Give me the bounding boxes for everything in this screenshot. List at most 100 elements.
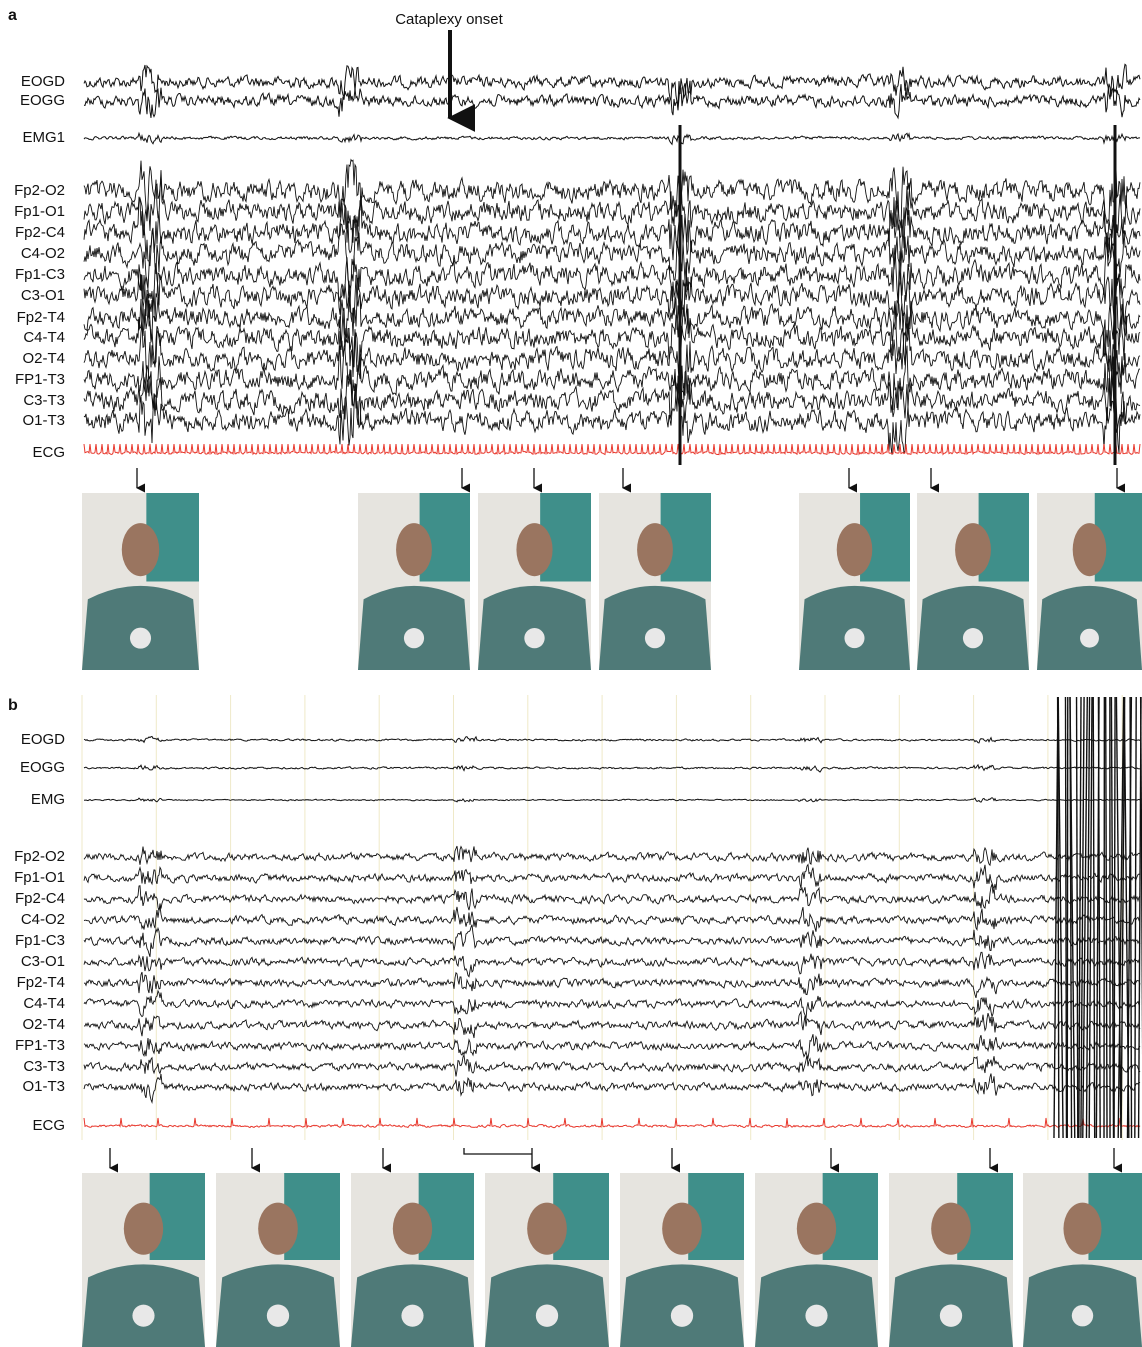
video-frame-logo: [132, 1304, 155, 1327]
channel-label: O1-T3: [22, 412, 65, 429]
signal-trace: [83, 223, 1141, 293]
artifact: [1115, 696, 1122, 1139]
channel-label: EMG1: [22, 129, 65, 146]
signal-trace: [83, 345, 1141, 412]
video-frame-head: [258, 1202, 298, 1255]
artifact: [1120, 696, 1126, 1139]
video-frame-body: [358, 585, 470, 670]
signal-trace: [83, 319, 1141, 396]
channel-label: C3-O1: [21, 287, 65, 304]
video-frame-head: [931, 1202, 971, 1255]
signal-trace: [83, 131, 1141, 146]
video-frame-logo: [1071, 1304, 1094, 1327]
bracket: [463, 1148, 532, 1155]
channel-label: Fp2-T4: [17, 974, 65, 991]
video-frame-head: [516, 523, 553, 577]
video-frame-body: [917, 585, 1029, 670]
channel-label: C4-T4: [23, 995, 65, 1012]
artifact: [1134, 696, 1137, 1139]
channel-label: C3-O1: [21, 953, 65, 970]
artifact: [1129, 696, 1133, 1139]
channel-label: C4-O2: [21, 911, 65, 928]
signal-trace: [83, 80, 1141, 120]
video-frame-body: [1037, 585, 1142, 670]
channel-label: Fp2-C4: [15, 224, 65, 241]
panel-label: a: [8, 7, 17, 24]
artifact: [1064, 696, 1068, 1139]
channel-label: EOGG: [20, 92, 65, 109]
artifact: [1082, 696, 1088, 1139]
video-frame-logo: [844, 628, 865, 649]
video-frame-logo: [939, 1304, 963, 1327]
video-frame-logo: [401, 1304, 424, 1327]
signal-trace: [83, 1010, 1141, 1039]
signal-trace: [83, 863, 1141, 890]
signal-trace: [83, 286, 1141, 357]
channel-label: O1-T3: [22, 1078, 65, 1095]
signal-trace: [83, 241, 1141, 315]
channel-label: Fp1-C3: [15, 932, 65, 949]
signal-trace: [83, 175, 1141, 247]
panel-label: b: [8, 697, 18, 714]
signal-trace: [83, 763, 1141, 773]
channel-label: FP1-T3: [15, 371, 65, 388]
signal-trace: [83, 884, 1141, 912]
artifact: [1110, 696, 1115, 1139]
channel-label: Fp1-O1: [14, 869, 65, 886]
artifact: [1075, 696, 1079, 1139]
video-frame-body: [599, 585, 711, 670]
video-frame-logo: [535, 1304, 559, 1327]
artifact: [1080, 696, 1085, 1139]
video-frame-head: [796, 1202, 837, 1255]
video-frame-head: [527, 1202, 567, 1255]
annotation: Cataplexy onset: [395, 11, 503, 28]
channel-label: Fp2-O2: [14, 182, 65, 199]
signal-trace: [83, 158, 1141, 229]
signal-trace: [83, 989, 1141, 1019]
signal-trace: [83, 1117, 1141, 1129]
channel-label: C4-O2: [21, 245, 65, 262]
channel-label: EOGG: [20, 759, 65, 776]
signal-trace: [83, 196, 1141, 267]
signal-trace: [83, 971, 1141, 999]
signal-trace: [83, 368, 1141, 433]
video-frame-body: [478, 585, 591, 670]
artifact: [1092, 696, 1096, 1139]
channel-label: ECG: [32, 444, 65, 461]
video-frame-head: [662, 1202, 702, 1255]
channel-label: Fp2-O2: [14, 848, 65, 865]
artifact: [1117, 696, 1125, 1139]
channel-label: C3-T3: [23, 392, 65, 409]
artifact: [1069, 696, 1076, 1139]
video-frame-head: [396, 523, 432, 577]
channel-label: ECG: [32, 1117, 65, 1134]
video-frame-logo: [644, 628, 666, 649]
traces: EOGD EOGG EMG1 Fp2-O2 Fp1-O1 Fp2-C4 C4-O2 Fp1-C…: [14, 63, 1142, 1347]
video-frame-logo: [403, 628, 425, 649]
video-frame-head: [121, 523, 160, 577]
video-frame-logo: [266, 1304, 290, 1327]
artifact: [1097, 696, 1101, 1139]
artifact: [1078, 696, 1082, 1139]
artifact: [1113, 696, 1116, 1139]
channel-label: O2-T4: [22, 350, 65, 367]
channel-label: Fp1-O1: [14, 203, 65, 220]
signal-trace: [83, 1034, 1141, 1060]
signal-trace: [83, 443, 1141, 456]
channel-label: Fp2-T4: [17, 309, 65, 326]
artifact: [1057, 696, 1064, 1139]
signal-trace: [83, 300, 1141, 379]
video-frame-logo: [670, 1304, 694, 1327]
signal-trace: [83, 382, 1141, 455]
signal-trace: [83, 797, 1141, 803]
signal-trace: [83, 951, 1141, 978]
video-frame-head: [123, 1202, 164, 1255]
video-frame-logo: [129, 627, 152, 649]
signal-trace: [83, 906, 1141, 932]
video-frame-body: [799, 585, 910, 670]
channel-label: O2-T4: [22, 1016, 65, 1033]
channel-label: FP1-T3: [15, 1037, 65, 1054]
signal-trace: [83, 1053, 1141, 1077]
channel-label: C4-T4: [23, 329, 65, 346]
